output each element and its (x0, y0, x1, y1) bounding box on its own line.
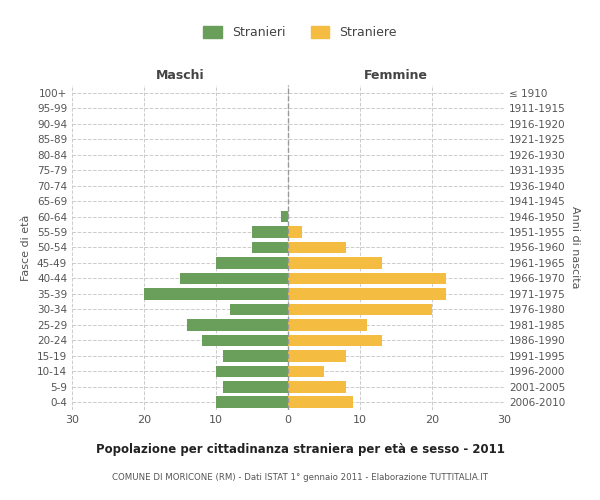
Bar (288, 272, 446, 284)
Bar (288, 334, 382, 346)
Bar (288, 257, 382, 269)
Bar (230, 304, 288, 315)
Bar (288, 366, 324, 377)
Y-axis label: Anni di nascita: Anni di nascita (569, 206, 580, 288)
Bar (216, 366, 288, 377)
Bar (288, 381, 346, 392)
Bar (187, 319, 288, 330)
Bar (288, 396, 353, 408)
Text: Femmine: Femmine (364, 69, 428, 82)
Bar (288, 350, 346, 362)
Bar (252, 242, 288, 254)
Bar (223, 350, 288, 362)
Text: Maschi: Maschi (155, 69, 205, 82)
Bar (216, 257, 288, 269)
Y-axis label: Fasce di età: Fasce di età (22, 214, 31, 280)
Legend: Stranieri, Straniere: Stranieri, Straniere (198, 21, 402, 44)
Bar (180, 272, 288, 284)
Bar (281, 210, 288, 222)
Bar (216, 396, 288, 408)
Bar (252, 226, 288, 238)
Text: COMUNE DI MORICONE (RM) - Dati ISTAT 1° gennaio 2011 - Elaborazione TUTTITALIA.I: COMUNE DI MORICONE (RM) - Dati ISTAT 1° … (112, 472, 488, 482)
Bar (288, 304, 432, 315)
Bar (288, 288, 446, 300)
Text: Popolazione per cittadinanza straniera per età e sesso - 2011: Popolazione per cittadinanza straniera p… (95, 442, 505, 456)
Bar (288, 226, 302, 238)
Bar (288, 242, 346, 254)
Bar (288, 319, 367, 330)
Bar (223, 381, 288, 392)
Bar (144, 288, 288, 300)
Bar (202, 334, 288, 346)
